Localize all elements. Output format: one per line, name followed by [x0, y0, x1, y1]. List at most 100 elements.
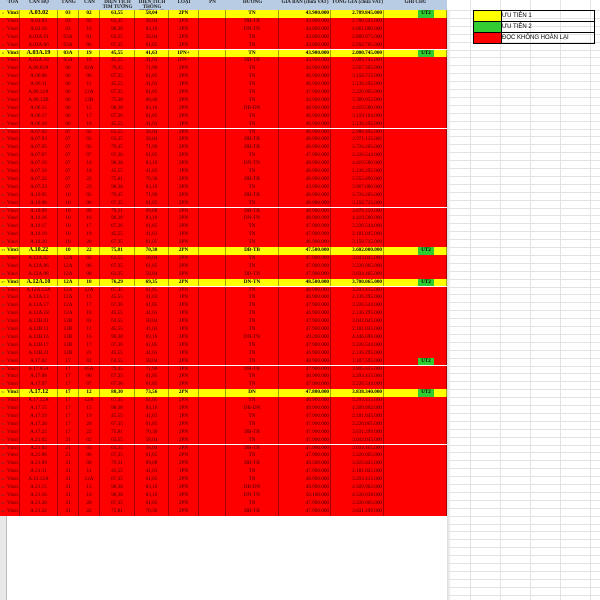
cell-note[interactable] — [384, 247, 447, 255]
cell-unit-price[interactable]: 48.900.000 — [279, 104, 331, 113]
row-number[interactable]: 46 — [1, 350, 5, 355]
cell-unit-code[interactable]: A.17.12 — [20, 389, 58, 398]
cell-type[interactable]: 1PN — [169, 349, 199, 358]
cell-unit[interactable]: 02 — [79, 436, 100, 445]
cell-note[interactable] — [384, 365, 447, 374]
cell-type[interactable]: 2PN — [169, 397, 199, 405]
cell-block[interactable]: Vinci — [7, 484, 20, 492]
cell-type[interactable]: 2PN — [169, 476, 199, 484]
cell-direction[interactable]: TN — [226, 373, 279, 382]
cell-gross-area[interactable]: 45,55 — [100, 168, 135, 176]
cell-direction[interactable]: DN-TN — [226, 160, 279, 168]
cell-gross-area[interactable]: 45,55 — [100, 294, 135, 303]
cell-type[interactable]: 2PN — [169, 302, 199, 311]
cell-total-price[interactable]: 3.226.544.000 — [331, 381, 384, 390]
cell-block[interactable]: Vinci — [7, 152, 20, 161]
cell-total-price[interactable]: 3.226.544.000 — [331, 152, 384, 161]
cell-block[interactable]: Vinci — [7, 144, 20, 153]
cell-block[interactable]: Vinci — [7, 112, 20, 121]
table-row[interactable]: 59 Vinci A.21.06 21 06 67,35 61,05 2PN TN 47.900.… — [0, 452, 447, 461]
cell-type[interactable]: 2PN — [169, 239, 199, 247]
cell-unit-price[interactable]: 47.900.000 — [279, 468, 331, 477]
row-number[interactable]: 36 — [1, 271, 5, 276]
cell-note[interactable] — [384, 476, 447, 484]
cell-net-area[interactable]: 83,16 — [135, 104, 169, 113]
cell-net-area[interactable]: 58,04 — [135, 128, 169, 137]
cell-block[interactable]: Vinci — [7, 65, 20, 74]
row-number[interactable]: 53 — [1, 406, 5, 410]
header-gross-area[interactable]: DIỆN TÍCH TIM TƯỜNG (m2) — [102, 0, 133, 10]
cell-direction[interactable]: TN — [226, 254, 279, 263]
table-row[interactable]: 31 Vinci A.10.19 10 19 45,55 41,63 1PN TN 47.900.… — [0, 231, 447, 240]
cell-direction[interactable]: TN — [226, 412, 279, 421]
cell-unit[interactable]: 20 — [79, 499, 100, 508]
cell-total-price[interactable]: 3.226.065.000 — [331, 452, 384, 461]
cell-unit-code[interactable]: A.12B.01 — [20, 318, 58, 326]
cell-net-area[interactable]: 61,05 — [135, 381, 169, 390]
cell-bedrooms[interactable] — [199, 144, 226, 153]
cell-bedrooms[interactable] — [199, 341, 226, 350]
cell-net-area[interactable]: 41,63 — [135, 468, 169, 477]
cell-net-area[interactable]: 61,05 — [135, 41, 169, 50]
table-row[interactable]: 28 Vinci A.10.09 10 09 79,31 69,08 2PN DB-TB 48.9… — [0, 207, 447, 216]
cell-unit[interactable]: 05A — [79, 365, 100, 374]
cell-unit-price[interactable]: 48.900.000 — [279, 207, 331, 216]
cell-floor[interactable]: 03 — [58, 17, 79, 26]
table-row[interactable]: 29 Vinci A.10.16 10 16 90,38 83,16 3PN DN-TN 48.9… — [0, 215, 447, 224]
cell-floor[interactable]: 21 — [58, 436, 79, 445]
cell-bedrooms[interactable] — [199, 310, 226, 319]
cell-net-area[interactable]: 41,63 — [135, 49, 169, 58]
cell-gross-area[interactable]: 67,36 — [100, 112, 135, 121]
row-number[interactable]: 63 — [1, 485, 5, 489]
table-row[interactable]: 35 Vinci A.12A.06 12A 06 67,35 61,05 2PN TN 47.90… — [0, 262, 447, 271]
cell-unit[interactable]: 18 — [79, 120, 100, 129]
cell-floor[interactable]: 07 — [58, 144, 79, 153]
cell-type[interactable]: 2PN — [169, 33, 199, 42]
cell-direction[interactable]: DN — [226, 389, 279, 398]
cell-total-price[interactable]: 4.509.962.000 — [331, 405, 384, 413]
cell-note[interactable] — [384, 175, 447, 184]
cell-floor[interactable]: 10 — [58, 207, 79, 216]
cell-gross-area[interactable]: 63,55 — [100, 254, 135, 263]
cell-unit-price[interactable]: 47.900.000 — [279, 507, 331, 516]
cell-block[interactable]: Vinci — [7, 49, 20, 58]
cell-bedrooms[interactable] — [199, 326, 226, 334]
table-row[interactable]: 3 Vinci A.03.03 03 03 63,35 58,04 2PN DB-TB 43.90… — [0, 17, 447, 26]
cell-note[interactable] — [384, 310, 447, 319]
cell-direction[interactable]: DB-DN — [226, 405, 279, 413]
cell-bedrooms[interactable] — [199, 357, 226, 366]
cell-note[interactable] — [384, 294, 447, 303]
cell-unit-price[interactable]: 47.900.000 — [279, 152, 331, 161]
cell-total-price[interactable]: 3.631.299.000 — [331, 507, 384, 516]
cell-bedrooms[interactable] — [199, 278, 226, 287]
table-row[interactable]: 2 Vinci A.03.02 03 02 63,55 58,04 2PN TN 43.900.0… — [0, 10, 447, 18]
cell-type[interactable]: 2PN — [169, 389, 199, 398]
cell-gross-area[interactable]: 90,38 — [100, 484, 135, 492]
cell-net-area[interactable]: 68,40 — [135, 96, 169, 105]
cell-total-price[interactable]: 3.158.715.000 — [331, 73, 384, 82]
cell-gross-area[interactable]: 45,55 — [100, 326, 135, 334]
cell-net-area[interactable]: 61,05 — [135, 262, 169, 271]
cell-gross-area[interactable]: 67,35 — [100, 397, 135, 405]
cell-gross-area[interactable]: 63,55 — [100, 318, 135, 326]
cell-unit[interactable]: 22 — [79, 247, 100, 255]
cell-unit[interactable]: 01 — [79, 33, 100, 42]
cell-net-area[interactable]: 70,30 — [135, 175, 169, 184]
cell-note[interactable] — [384, 17, 447, 26]
cell-unit-price[interactable]: 47.900.000 — [279, 231, 331, 240]
cell-unit[interactable]: 05 — [79, 191, 100, 200]
cell-net-area[interactable]: 83,16 — [135, 183, 169, 192]
cell-note[interactable] — [384, 104, 447, 113]
cell-block[interactable]: Vinci — [7, 73, 20, 82]
cell-floor[interactable]: 10 — [58, 215, 79, 224]
cell-unit[interactable]: 18 — [79, 310, 100, 319]
cell-type[interactable]: 2PN — [169, 144, 199, 153]
table-row[interactable]: 8 Vinci A.03A.19 03A 19 45,55 41,63 1PN+ TN 43.90… — [0, 49, 447, 58]
cell-unit-code[interactable]: A.17.05A — [20, 365, 58, 374]
table-row[interactable]: 49 Vinci A.17.06 17 06 67,35 61,05 2PN TN 48.900.… — [0, 373, 447, 382]
cell-gross-area[interactable]: 67,36 — [100, 381, 135, 390]
cell-block[interactable]: Vinci — [7, 318, 20, 326]
cell-type[interactable]: 1PN — [169, 168, 199, 176]
table-row[interactable]: 18 Vinci A.07.02 07 02 63,55 58,04 2PN TN 46.900.… — [0, 128, 447, 137]
cell-direction[interactable]: TN — [226, 381, 279, 390]
